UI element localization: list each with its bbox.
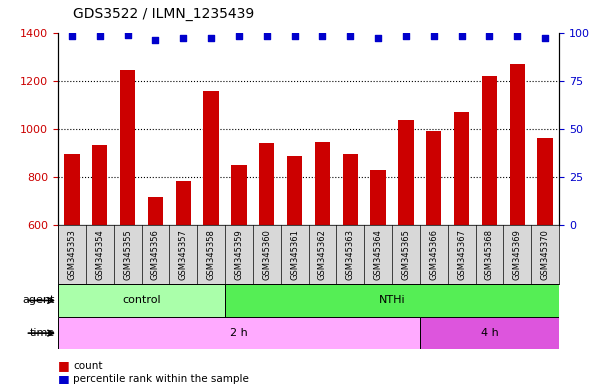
- Point: [540, 35, 550, 41]
- Point: [95, 33, 104, 40]
- Point: [318, 33, 327, 40]
- Point: [262, 33, 272, 40]
- Point: [401, 33, 411, 40]
- Text: GSM345356: GSM345356: [151, 229, 160, 280]
- Text: GSM345368: GSM345368: [485, 229, 494, 280]
- Bar: [426, 131, 442, 369]
- Point: [234, 33, 244, 40]
- Text: ■: ■: [58, 373, 70, 384]
- Text: GSM345360: GSM345360: [262, 229, 271, 280]
- Text: GSM345358: GSM345358: [207, 229, 216, 280]
- Text: GSM345361: GSM345361: [290, 229, 299, 280]
- Bar: [148, 197, 163, 369]
- Bar: [370, 170, 386, 369]
- Point: [123, 31, 133, 38]
- Text: NTHi: NTHi: [379, 295, 405, 306]
- Bar: [225, 284, 559, 317]
- Text: GSM345370: GSM345370: [541, 229, 550, 280]
- Bar: [232, 165, 247, 369]
- Bar: [454, 113, 469, 369]
- Bar: [538, 138, 553, 369]
- Bar: [315, 142, 330, 369]
- Bar: [287, 156, 302, 369]
- Bar: [420, 317, 559, 349]
- Text: GSM345359: GSM345359: [235, 229, 243, 280]
- Point: [373, 35, 383, 41]
- Text: 4 h: 4 h: [481, 328, 499, 338]
- Bar: [64, 154, 79, 369]
- Text: GSM345354: GSM345354: [95, 229, 104, 280]
- Text: GSM345353: GSM345353: [67, 229, 76, 280]
- Bar: [92, 146, 108, 369]
- Text: ■: ■: [58, 359, 70, 372]
- Point: [67, 33, 77, 40]
- Bar: [482, 76, 497, 369]
- Text: control: control: [122, 295, 161, 306]
- Bar: [58, 284, 225, 317]
- Text: time: time: [30, 328, 55, 338]
- Text: GDS3522 / ILMN_1235439: GDS3522 / ILMN_1235439: [73, 7, 255, 21]
- Point: [150, 37, 160, 43]
- Text: count: count: [73, 361, 103, 371]
- Point: [290, 33, 299, 40]
- Point: [207, 35, 216, 41]
- Bar: [58, 317, 420, 349]
- Bar: [343, 154, 358, 369]
- Bar: [175, 182, 191, 369]
- Bar: [203, 91, 219, 369]
- Text: GSM345367: GSM345367: [457, 229, 466, 280]
- Point: [485, 33, 494, 40]
- Text: GSM345363: GSM345363: [346, 229, 355, 280]
- Bar: [120, 70, 135, 369]
- Text: GSM345365: GSM345365: [401, 229, 411, 280]
- Text: agent: agent: [23, 295, 55, 306]
- Bar: [398, 120, 414, 369]
- Point: [457, 33, 467, 40]
- Text: 2 h: 2 h: [230, 328, 248, 338]
- Text: GSM345362: GSM345362: [318, 229, 327, 280]
- Text: GSM345355: GSM345355: [123, 229, 132, 280]
- Point: [345, 33, 355, 40]
- Point: [429, 33, 439, 40]
- Text: GSM345369: GSM345369: [513, 229, 522, 280]
- Text: GSM345366: GSM345366: [430, 229, 438, 280]
- Bar: [510, 65, 525, 369]
- Bar: [259, 142, 274, 369]
- Point: [178, 35, 188, 41]
- Text: percentile rank within the sample: percentile rank within the sample: [73, 374, 249, 384]
- Text: GSM345357: GSM345357: [179, 229, 188, 280]
- Text: GSM345364: GSM345364: [374, 229, 382, 280]
- Point: [513, 33, 522, 40]
